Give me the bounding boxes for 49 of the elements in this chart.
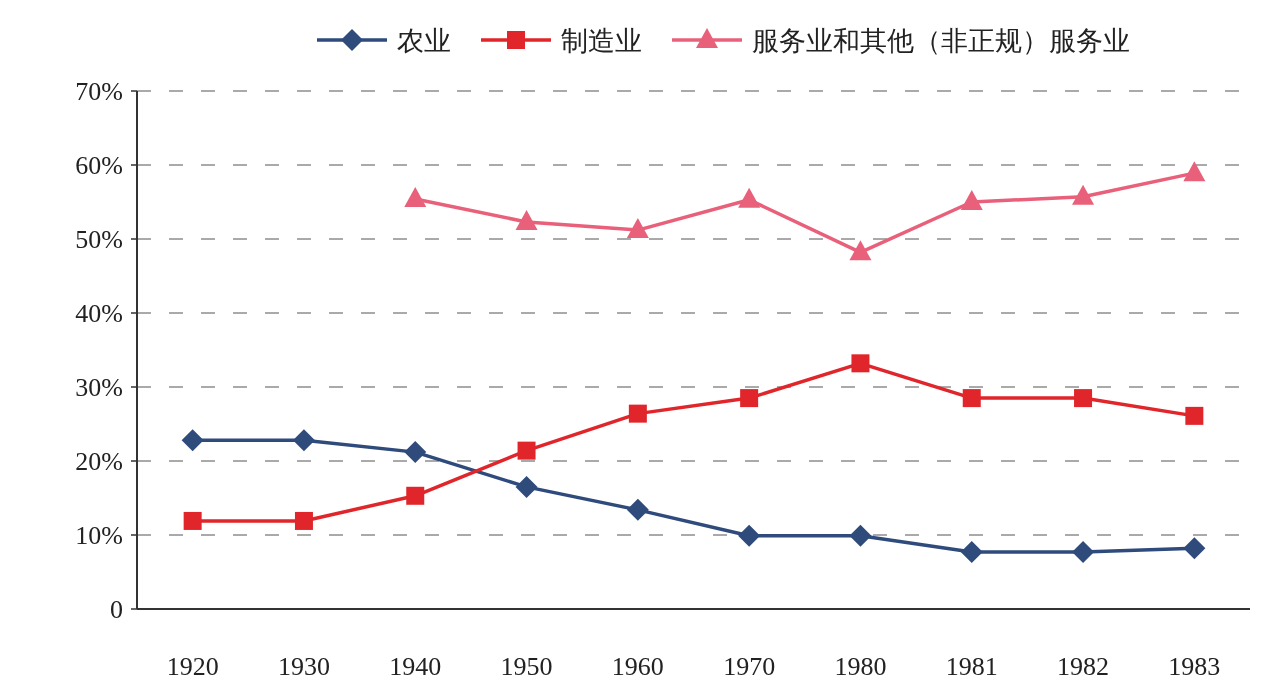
point (628, 404, 647, 423)
point (849, 524, 872, 547)
point (181, 429, 204, 452)
x-tick-label: 1930 (277, 652, 330, 681)
point (626, 498, 649, 521)
point (626, 218, 649, 239)
x-tick-label: 1940 (389, 652, 442, 681)
x-tick-label: 1950 (500, 652, 553, 681)
legend-label: 农业 (397, 25, 451, 56)
point (738, 524, 761, 547)
point (738, 187, 761, 208)
x-tick-label: 1982 (1057, 652, 1110, 681)
x-tick-label: 1981 (945, 652, 998, 681)
y-tick-label: 20% (75, 447, 123, 476)
x-tick-label: 1920 (166, 652, 219, 681)
point (292, 429, 315, 452)
point (1072, 541, 1095, 564)
legend-label: 服务业和其他（非正规）服务业 (752, 25, 1130, 56)
point (294, 511, 313, 530)
y-tick-label: 0 (110, 595, 123, 624)
point (851, 354, 870, 373)
point (515, 475, 538, 498)
x-tick-label: 1980 (834, 652, 887, 681)
y-tick-label: 70% (75, 77, 123, 106)
x-tick-label: 1983 (1168, 652, 1221, 681)
point (406, 486, 425, 505)
point (960, 190, 983, 210)
point (1185, 406, 1204, 425)
legend-label: 制造业 (561, 25, 642, 56)
y-tick-label: 40% (75, 299, 123, 328)
y-tick-label: 50% (75, 225, 123, 254)
point (515, 209, 538, 230)
point (183, 511, 202, 530)
y-tick-label: 30% (75, 373, 123, 402)
point (1183, 537, 1206, 560)
point (404, 187, 427, 208)
y-tick-label: 10% (75, 521, 123, 550)
point (740, 389, 759, 408)
point (1074, 389, 1093, 408)
x-tick-label: 1970 (723, 652, 776, 681)
point (404, 441, 427, 464)
x-tick-label: 1960 (611, 652, 664, 681)
point (960, 541, 983, 564)
point (517, 441, 536, 460)
point (849, 240, 872, 261)
y-tick-label: 60% (75, 151, 123, 180)
point (1183, 161, 1206, 182)
point (962, 389, 981, 408)
point (1072, 184, 1095, 205)
